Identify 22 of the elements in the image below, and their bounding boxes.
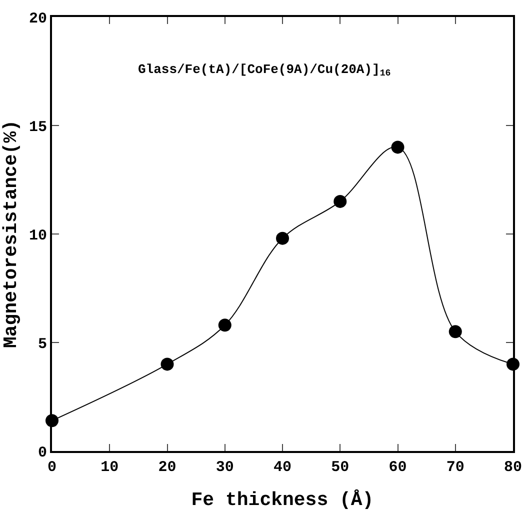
x-tick-label: 70: [446, 459, 464, 476]
y-tick-label: 15: [28, 118, 47, 136]
y-tick-label: 0: [38, 444, 47, 462]
x-axis-title: Fe thickness (Å): [191, 489, 374, 511]
x-tick-label: 40: [273, 459, 292, 476]
point: [160, 358, 174, 371]
x-tick-label: 10: [100, 459, 119, 476]
x-tick-label: 30: [216, 459, 234, 476]
point: [448, 325, 462, 338]
x-tick-label: 20: [158, 459, 176, 476]
point: [391, 140, 404, 154]
y-axis-title: Magnetoresistance(%): [0, 120, 22, 348]
point: [218, 318, 232, 332]
point: [276, 232, 289, 245]
annotation: Glass/Fe(tA)/[CoFe(9A)/Cu(20A)]$_{16}$: [138, 62, 391, 79]
x-tick-label: 60: [388, 459, 407, 476]
y-tick-label: 10: [28, 227, 47, 244]
y-tick-label: 20: [28, 10, 47, 28]
x-tick-label: 80: [504, 459, 522, 476]
x-tick-label: 50: [331, 459, 350, 476]
y-tick-label: 5: [38, 336, 47, 353]
point: [334, 194, 347, 208]
